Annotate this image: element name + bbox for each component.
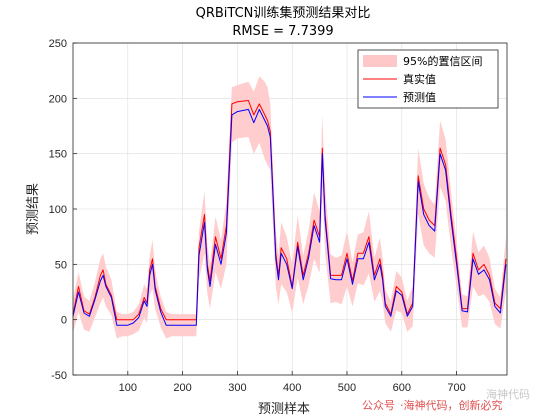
plot-area xyxy=(72,76,507,339)
y-tick-label: 100 xyxy=(49,204,67,216)
series-line-pred xyxy=(72,108,507,326)
y-axis-label: 预测结果 xyxy=(26,183,41,235)
x-tick-label: 300 xyxy=(228,382,246,394)
watermark: 海神代码 公众号 ·海神代码，创新必究 xyxy=(362,387,530,412)
x-tick-label: 200 xyxy=(173,382,191,394)
y-tick-label: -50 xyxy=(51,370,67,382)
chart-subtitle: RMSE = 7.7399 xyxy=(232,24,333,39)
x-axis-label: 预测样本 xyxy=(258,402,310,417)
legend-swatch-ci xyxy=(363,55,397,67)
x-axis: 100 200 300 400 500 600 700 xyxy=(119,371,466,394)
x-tick-label: 100 xyxy=(119,382,137,394)
watermark-faint-text: 海神代码 xyxy=(486,387,530,401)
watermark-channel-name: ·海神代码，创新必究 xyxy=(400,398,503,412)
ci-band xyxy=(73,76,506,339)
x-tick-label: 400 xyxy=(283,382,301,394)
legend-label-real: 真实值 xyxy=(403,72,436,86)
chart-title: QRBiTCN训练集预测结果对比 xyxy=(196,5,371,21)
x-tick-label: 500 xyxy=(338,382,356,394)
legend-label-ci: 95%的置信区间 xyxy=(403,54,482,68)
y-tick-label: 50 xyxy=(55,259,67,271)
y-tick-label: 250 xyxy=(49,38,67,50)
x-tick-label: 600 xyxy=(393,382,411,394)
y-tick-label: 0 xyxy=(61,315,67,327)
y-axis: -50 0 50 100 150 200 250 xyxy=(49,38,77,382)
legend: 95%的置信区间 真实值 预测值 xyxy=(357,49,499,109)
watermark-channel-label: 公众号 xyxy=(362,399,395,412)
legend-label-pred: 预测值 xyxy=(403,91,436,104)
x-tick-label: 700 xyxy=(447,382,465,394)
y-tick-label: 200 xyxy=(49,93,67,105)
y-tick-label: 150 xyxy=(49,149,67,161)
